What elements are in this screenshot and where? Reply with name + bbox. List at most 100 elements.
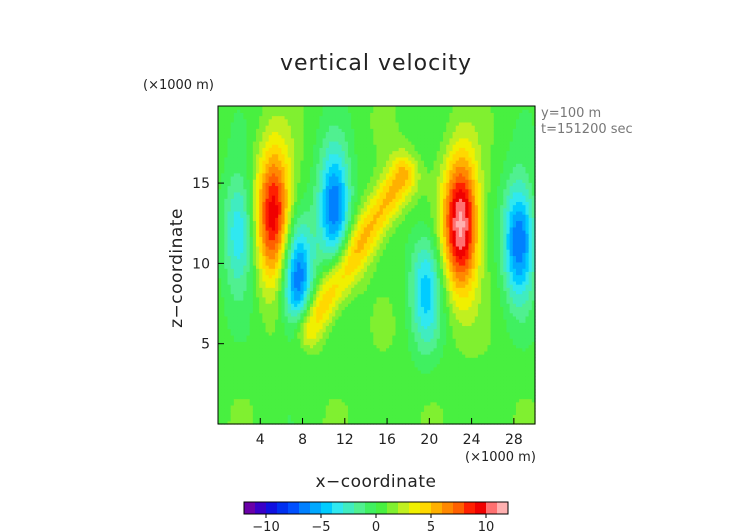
field-cell (347, 112, 352, 117)
field-cell (344, 118, 349, 123)
field-cell (354, 195, 359, 199)
field-cell (243, 179, 248, 183)
field-cell (313, 242, 317, 247)
field-cell (246, 322, 251, 327)
field-cell (252, 290, 257, 295)
field-cell (313, 369, 317, 374)
field-cell (218, 268, 222, 272)
field-cell (233, 280, 238, 285)
field-cell (306, 242, 311, 247)
field-cell (347, 252, 352, 257)
field-cell (278, 360, 282, 365)
field-cell (332, 392, 336, 396)
field-cell (357, 137, 362, 142)
field-cell (224, 319, 229, 323)
field-cell (316, 398, 321, 403)
field-cell (256, 223, 260, 228)
field-cell (319, 293, 324, 298)
field-cell (265, 417, 270, 422)
field-cell (363, 408, 368, 412)
field-cell (265, 147, 270, 152)
field-cell (316, 347, 321, 352)
field-cell (259, 315, 263, 320)
field-cell (297, 379, 302, 384)
field-cell (252, 303, 257, 307)
field-cell (328, 287, 333, 292)
field-cell (319, 112, 324, 117)
field-cell (227, 325, 232, 330)
field-cell (259, 417, 263, 422)
field-cell (252, 401, 257, 406)
field-cell (290, 268, 295, 272)
field-cell (303, 287, 308, 292)
field-cell (316, 392, 321, 396)
field-cell (360, 258, 365, 263)
field-cell (233, 312, 238, 317)
field-cell (221, 296, 225, 301)
field-cell (309, 398, 314, 403)
field-cell (287, 299, 292, 304)
field-cell (281, 125, 286, 129)
field-cell (306, 175, 311, 180)
field-cell (341, 265, 346, 269)
field-cell (237, 150, 241, 155)
field-cell (290, 169, 295, 174)
field-cell (335, 277, 340, 282)
field-cell (294, 322, 298, 327)
field-cell (344, 411, 349, 416)
field-cell (278, 121, 282, 126)
field-cell (360, 382, 365, 387)
field-cell (294, 389, 298, 393)
field-cell (344, 106, 349, 110)
field-cell (325, 156, 330, 161)
field-cell (366, 290, 371, 295)
field-cell (373, 414, 378, 419)
field-cell (265, 214, 270, 218)
field-cell (328, 328, 333, 333)
field-cell (230, 395, 235, 400)
field-cell (344, 223, 349, 228)
field-cell (338, 255, 343, 260)
field-cell (319, 226, 324, 231)
field-cell (370, 121, 374, 126)
field-cell (338, 134, 343, 139)
field-cell (271, 106, 276, 110)
field-cell (354, 417, 359, 422)
field-cell (249, 258, 254, 263)
field-cell (240, 325, 244, 330)
field-cell (265, 401, 270, 406)
field-cell (328, 106, 333, 110)
field-cell (252, 175, 257, 180)
field-cell (262, 252, 267, 257)
field-cell (347, 137, 352, 142)
field-cell (252, 106, 257, 110)
field-cell (351, 201, 355, 206)
field-cell (344, 299, 349, 304)
field-cell (344, 217, 349, 222)
field-cell (243, 274, 248, 279)
field-cell (281, 338, 286, 342)
field-cell (300, 230, 305, 234)
field-cell (230, 293, 235, 298)
field-cell (357, 376, 362, 381)
field-cell (262, 233, 267, 237)
field-cell (224, 147, 229, 152)
field-cell (249, 239, 254, 244)
field-cell (363, 233, 368, 237)
field-cell (294, 265, 298, 269)
field-cell (328, 417, 333, 422)
field-cell (325, 280, 330, 285)
field-cell (306, 115, 311, 120)
field-cell (309, 128, 314, 133)
field-cell (344, 242, 349, 247)
field-cell (303, 366, 308, 371)
field-cell (328, 172, 333, 177)
field-cell (284, 284, 289, 288)
field-cell (240, 392, 244, 396)
field-cell (268, 175, 273, 180)
field-cell (271, 417, 276, 422)
field-cell (328, 366, 333, 371)
field-cell (275, 271, 279, 276)
field-cell (357, 144, 362, 148)
field-cell (338, 293, 343, 298)
